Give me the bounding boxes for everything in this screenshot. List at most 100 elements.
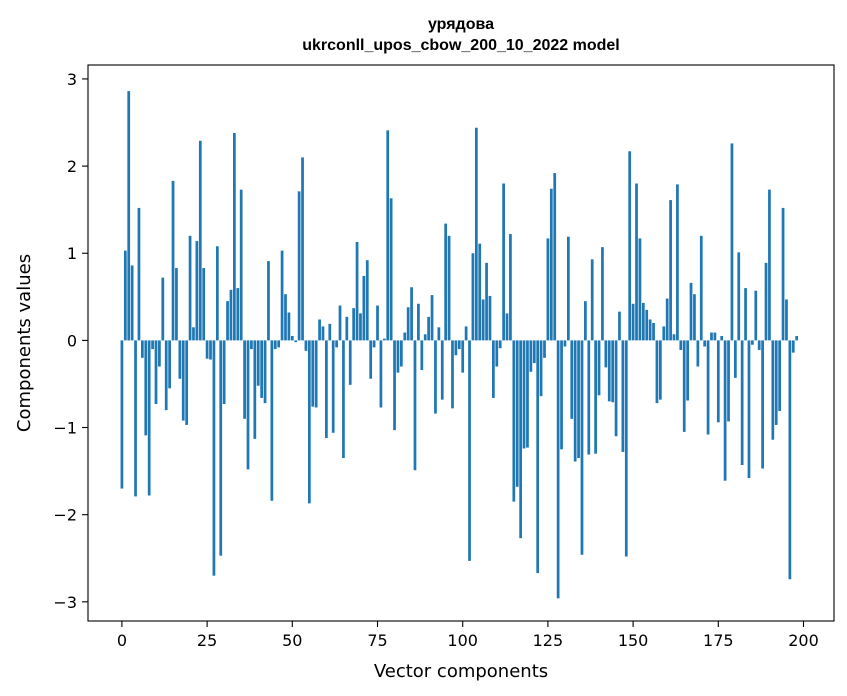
- bar-175: [716, 340, 720, 423]
- bar-127: [553, 173, 557, 341]
- bar-171: [703, 340, 707, 347]
- bar-188: [761, 340, 764, 469]
- bar-95: [444, 223, 448, 341]
- bar-115: [512, 340, 516, 502]
- y-tick-label: −2: [53, 506, 77, 525]
- bar-114: [509, 234, 512, 341]
- chart-title: урядова: [428, 16, 494, 33]
- bar-74: [372, 340, 376, 348]
- bar-138: [590, 259, 594, 341]
- bar-131: [566, 236, 570, 341]
- bar-167: [689, 282, 693, 341]
- bar-29: [219, 340, 223, 556]
- bar-1: [123, 250, 127, 341]
- bar-177: [723, 340, 727, 481]
- bar-129: [560, 340, 563, 450]
- bar-132: [570, 340, 574, 419]
- bar-28: [215, 246, 219, 341]
- bar-22: [195, 241, 199, 341]
- bar-92: [434, 340, 437, 414]
- bar-135: [580, 340, 584, 555]
- y-tick-label: 0: [67, 331, 77, 350]
- bar-191: [771, 340, 775, 440]
- bar-93: [437, 327, 441, 341]
- bar-4: [134, 340, 137, 497]
- bar-18: [181, 340, 185, 421]
- bar-83: [403, 332, 407, 341]
- bar-186: [754, 290, 758, 341]
- bar-116: [515, 340, 519, 487]
- bar-91: [430, 295, 434, 341]
- bar-89: [423, 334, 427, 341]
- bar-34: [236, 288, 240, 341]
- bar-168: [693, 294, 696, 341]
- bar-72: [365, 260, 369, 341]
- x-tick-label: 100: [447, 631, 478, 650]
- bar-198: [795, 336, 799, 341]
- bar-43: [267, 261, 270, 341]
- bar-23: [198, 140, 202, 341]
- bar-151: [635, 183, 638, 341]
- bar-117: [519, 340, 523, 539]
- x-tick-label: 175: [703, 631, 734, 650]
- bar-58: [318, 319, 321, 341]
- bar-143: [607, 340, 611, 402]
- bar-166: [686, 340, 689, 401]
- bar-26: [209, 340, 212, 360]
- bar-147: [621, 340, 625, 452]
- bar-45: [273, 340, 277, 350]
- bar-25: [205, 340, 209, 359]
- bar-197: [791, 340, 795, 353]
- bar-190: [768, 189, 771, 341]
- bar-128: [556, 340, 560, 599]
- bar-139: [594, 340, 597, 454]
- bar-52: [297, 191, 301, 341]
- x-tick-label: 50: [282, 631, 302, 650]
- bar-159: [662, 326, 666, 341]
- bar-141: [601, 247, 604, 341]
- bar-97: [451, 340, 454, 409]
- bar-126: [549, 188, 553, 341]
- bar-82: [400, 340, 403, 367]
- bar-112: [502, 183, 505, 341]
- bar-111: [498, 340, 502, 349]
- y-tick-label: 1: [67, 244, 77, 263]
- bar-156: [652, 322, 655, 341]
- bar-9: [151, 340, 154, 350]
- bar-178: [727, 340, 730, 422]
- bar-36: [243, 340, 246, 419]
- bar-67: [348, 340, 352, 385]
- bar-35: [239, 189, 243, 341]
- bar-57: [314, 340, 318, 408]
- bar-77: [382, 338, 386, 341]
- bar-137: [587, 340, 591, 455]
- bar-189: [764, 262, 768, 341]
- plot-frame: [87, 64, 835, 622]
- bar-63: [335, 340, 338, 348]
- bar-49: [287, 312, 291, 341]
- bar-20: [188, 235, 192, 341]
- bar-144: [611, 340, 615, 403]
- bar-182: [740, 340, 744, 466]
- bar-6: [140, 340, 144, 358]
- bar-181: [737, 252, 741, 341]
- bar-60: [325, 340, 328, 438]
- bar-161: [669, 200, 672, 341]
- bar-5: [137, 207, 141, 341]
- bar-113: [505, 313, 509, 341]
- bar-140: [597, 340, 601, 396]
- bar-16: [175, 268, 178, 341]
- bar-79: [389, 198, 393, 341]
- bar-183: [744, 288, 747, 341]
- bar-13: [164, 340, 168, 411]
- x-tick-label: 150: [618, 631, 649, 650]
- bar-75: [376, 305, 379, 341]
- bar-12: [161, 277, 165, 341]
- bar-180: [733, 340, 737, 378]
- bar-104: [474, 127, 478, 341]
- bar-184: [747, 340, 751, 479]
- bar-81: [396, 340, 400, 373]
- bar-162: [672, 334, 676, 341]
- bar-195: [785, 299, 788, 341]
